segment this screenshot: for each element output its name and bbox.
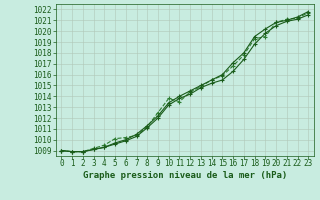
X-axis label: Graphe pression niveau de la mer (hPa): Graphe pression niveau de la mer (hPa) [83,171,287,180]
